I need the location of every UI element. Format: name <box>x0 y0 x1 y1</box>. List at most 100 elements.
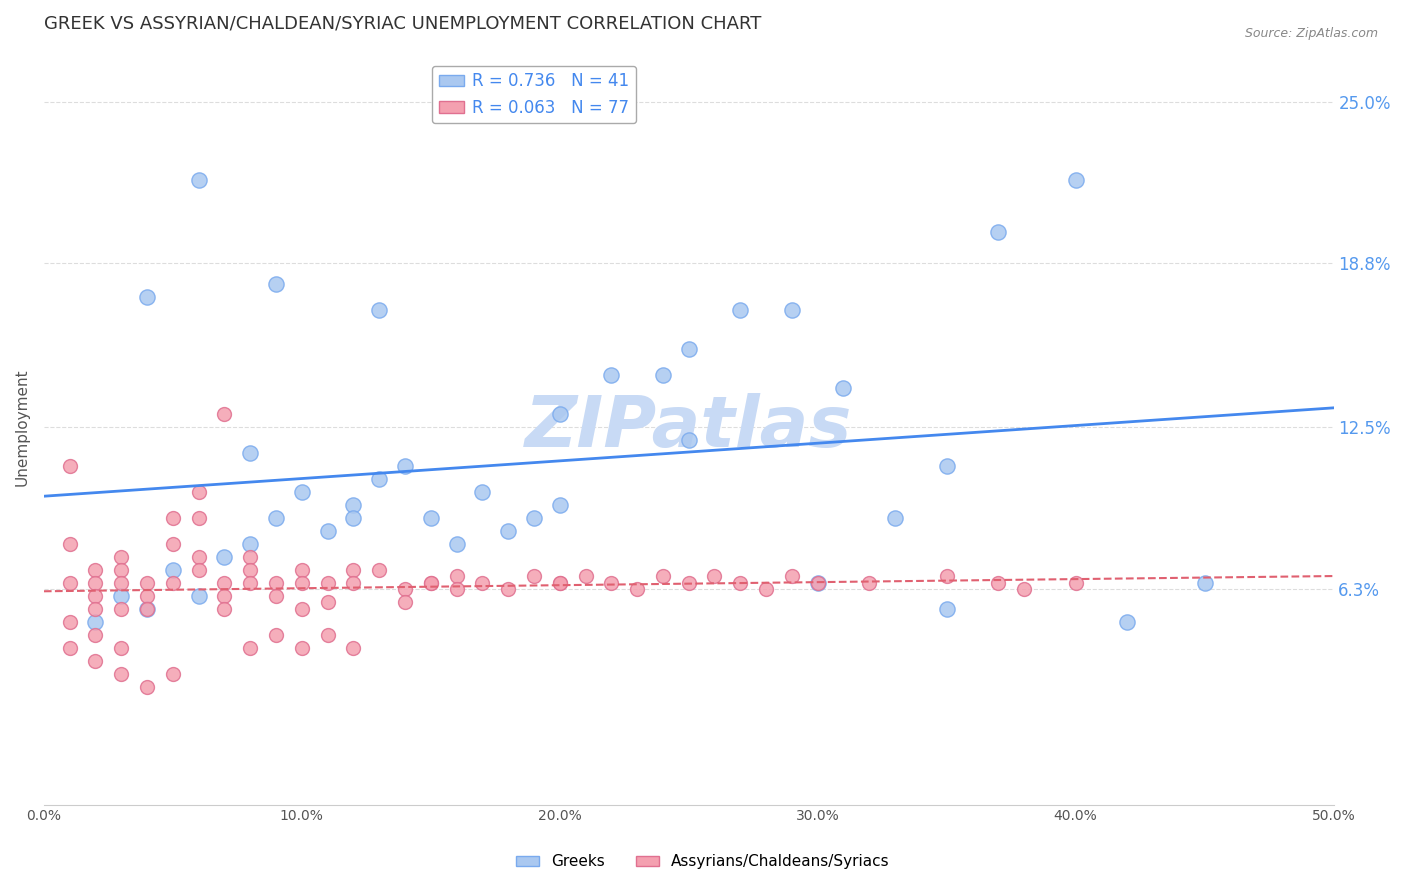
Point <box>496 582 519 596</box>
Point <box>110 590 132 604</box>
Point <box>264 628 287 642</box>
Point <box>136 590 159 604</box>
Point <box>187 173 209 187</box>
Point <box>1116 615 1139 630</box>
Point <box>394 459 416 474</box>
Point <box>136 290 159 304</box>
Point <box>291 563 314 577</box>
Point <box>162 563 184 577</box>
Point <box>678 434 700 448</box>
Point <box>342 511 364 525</box>
Point <box>214 590 236 604</box>
Point <box>987 225 1010 239</box>
Point <box>471 576 494 591</box>
Point <box>187 563 209 577</box>
Point <box>780 568 803 582</box>
Point <box>935 602 957 616</box>
Point <box>316 524 339 539</box>
Point <box>342 576 364 591</box>
Point <box>110 667 132 681</box>
Point <box>523 568 546 582</box>
Point <box>214 407 236 421</box>
Point <box>316 628 339 642</box>
Point <box>264 511 287 525</box>
Point <box>730 576 752 591</box>
Point <box>574 568 596 582</box>
Point <box>187 550 209 565</box>
Point <box>446 568 468 582</box>
Point <box>239 537 262 551</box>
Point <box>678 342 700 356</box>
Legend: Greeks, Assyrians/Chaldeans/Syriacs: Greeks, Assyrians/Chaldeans/Syriacs <box>510 848 896 875</box>
Point <box>291 485 314 500</box>
Point <box>84 590 107 604</box>
Point <box>84 563 107 577</box>
Point <box>214 576 236 591</box>
Point <box>239 563 262 577</box>
Y-axis label: Unemployment: Unemployment <box>15 368 30 486</box>
Point <box>162 576 184 591</box>
Point <box>987 576 1010 591</box>
Point <box>239 641 262 656</box>
Point <box>884 511 907 525</box>
Point <box>935 459 957 474</box>
Point <box>1194 576 1216 591</box>
Point <box>316 576 339 591</box>
Point <box>187 590 209 604</box>
Point <box>651 368 673 383</box>
Point <box>264 590 287 604</box>
Point <box>239 446 262 460</box>
Point <box>394 582 416 596</box>
Point <box>162 537 184 551</box>
Point <box>136 576 159 591</box>
Point <box>110 563 132 577</box>
Point <box>755 582 778 596</box>
Point <box>394 594 416 608</box>
Point <box>1064 173 1087 187</box>
Point <box>730 303 752 318</box>
Point <box>59 537 82 551</box>
Point <box>214 550 236 565</box>
Point <box>84 628 107 642</box>
Point <box>342 563 364 577</box>
Point <box>187 511 209 525</box>
Legend: R = 0.736   N = 41, R = 0.063   N = 77: R = 0.736 N = 41, R = 0.063 N = 77 <box>432 66 636 123</box>
Text: GREEK VS ASSYRIAN/CHALDEAN/SYRIAC UNEMPLOYMENT CORRELATION CHART: GREEK VS ASSYRIAN/CHALDEAN/SYRIAC UNEMPL… <box>44 15 761 33</box>
Point <box>419 511 441 525</box>
Point <box>523 511 546 525</box>
Point <box>59 641 82 656</box>
Point <box>291 576 314 591</box>
Point <box>84 615 107 630</box>
Point <box>496 524 519 539</box>
Point <box>368 303 391 318</box>
Point <box>291 602 314 616</box>
Point <box>84 655 107 669</box>
Point <box>1012 582 1035 596</box>
Point <box>703 568 725 582</box>
Point <box>548 498 571 512</box>
Point <box>59 459 82 474</box>
Point <box>600 368 623 383</box>
Point <box>162 667 184 681</box>
Point <box>84 602 107 616</box>
Point <box>548 407 571 421</box>
Point <box>548 576 571 591</box>
Point <box>548 576 571 591</box>
Point <box>419 576 441 591</box>
Point <box>59 576 82 591</box>
Point <box>780 303 803 318</box>
Point <box>935 568 957 582</box>
Point <box>110 550 132 565</box>
Point <box>136 681 159 695</box>
Point <box>239 576 262 591</box>
Point <box>136 602 159 616</box>
Text: Source: ZipAtlas.com: Source: ZipAtlas.com <box>1244 27 1378 40</box>
Point <box>446 537 468 551</box>
Point <box>419 576 441 591</box>
Point <box>651 568 673 582</box>
Point <box>264 277 287 291</box>
Point <box>368 472 391 486</box>
Point <box>626 582 648 596</box>
Point <box>600 576 623 591</box>
Point <box>136 602 159 616</box>
